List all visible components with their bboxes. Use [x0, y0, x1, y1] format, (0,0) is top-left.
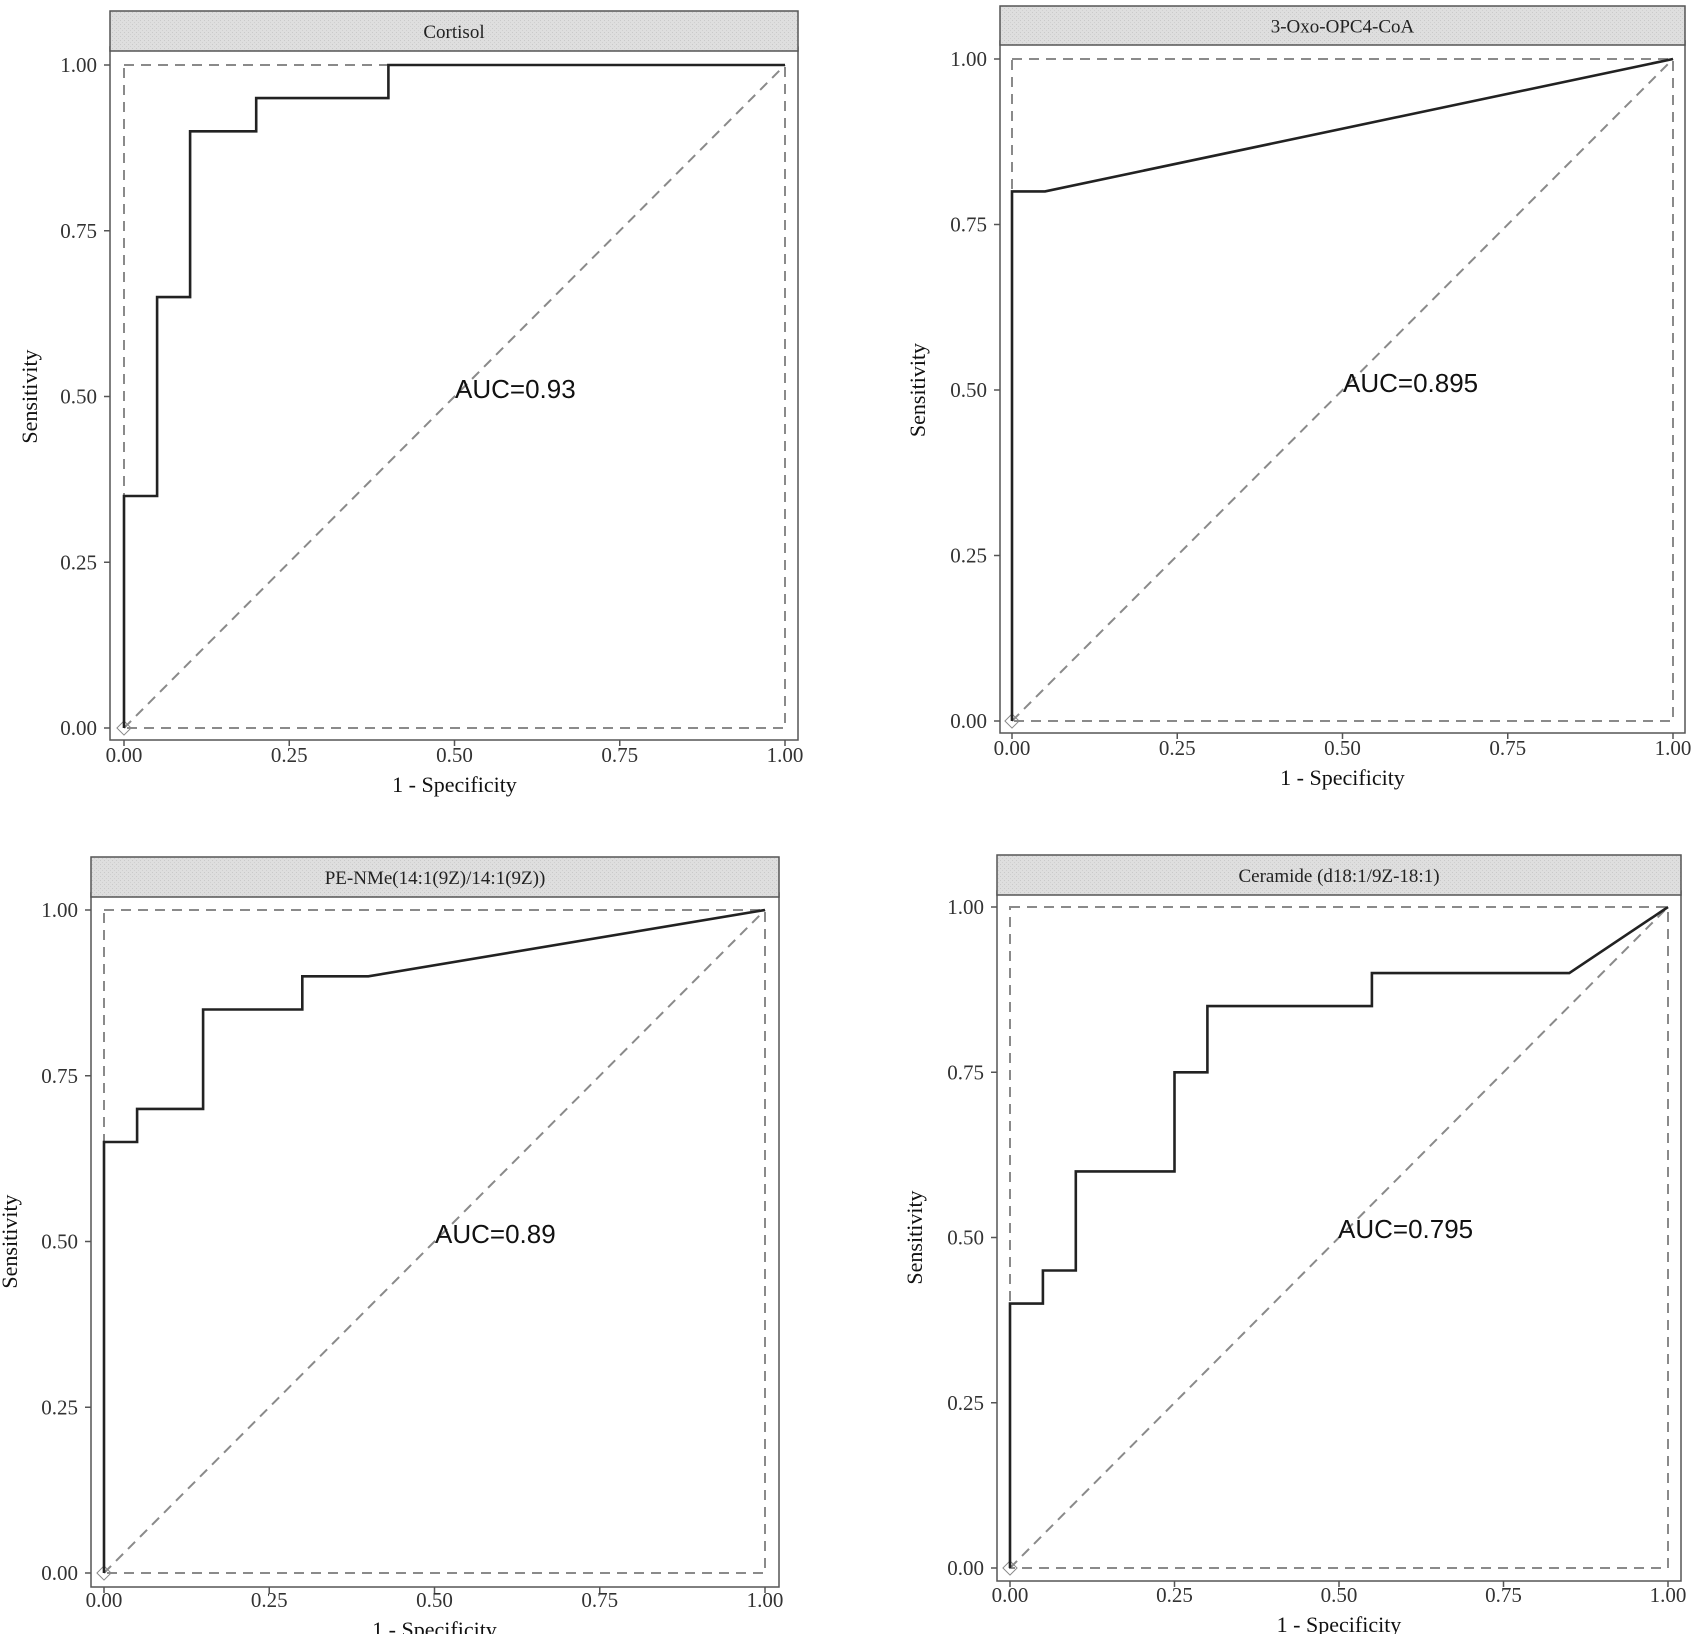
- x-tick-label: 0.50: [436, 743, 473, 767]
- x-tick-label: 0.25: [251, 1588, 288, 1612]
- auc-annotation: AUC=0.93: [455, 374, 576, 404]
- y-tick-label: 0.75: [41, 1064, 78, 1088]
- auc-annotation: AUC=0.795: [1338, 1214, 1473, 1244]
- facet-strip: [90, 856, 780, 898]
- roc-panel-1: Cortisol 0.00 0.25 0.50 0.75 1.00 0.00 0.25 0.50…: [17, 10, 804, 797]
- y-tick-label: 0.25: [60, 550, 97, 574]
- x-tick-label: 0.75: [1489, 736, 1526, 760]
- y-tick-label: 1.00: [41, 898, 78, 922]
- panel-border: [109, 46, 799, 741]
- y-tick-label: 0.00: [60, 716, 97, 740]
- x-tick-label: 0.25: [271, 743, 308, 767]
- x-tick-label: 0.00: [86, 1588, 123, 1612]
- x-tick-label: 1.00: [1655, 736, 1692, 760]
- y-tick-label: 0.50: [947, 1226, 984, 1250]
- y-tick-label: 0.00: [41, 1561, 78, 1585]
- chance-diagonal: [1009, 906, 1669, 1569]
- y-tick-label: 0.25: [947, 1391, 984, 1415]
- facet-title: Cortisol: [423, 22, 484, 43]
- y-tick-label: 0.75: [950, 213, 987, 237]
- y-axis-title: Sensitivity: [902, 1190, 927, 1284]
- auc-annotation: AUC=0.89: [435, 1219, 556, 1249]
- roc-curve: [1010, 57, 1674, 721]
- x-axis-title: 1 - Specificity: [392, 772, 517, 797]
- x-axis-title: 1 - Specificity: [1280, 765, 1405, 790]
- chance-diagonal: [103, 909, 766, 1574]
- origin-marker: [116, 720, 132, 736]
- chance-diagonal: [123, 64, 786, 729]
- roc-curve: [1008, 905, 1669, 1568]
- roc-curve: [122, 63, 785, 728]
- y-tick-label: 0.25: [41, 1395, 78, 1419]
- x-tick-label: 0.50: [1321, 1583, 1358, 1607]
- x-tick-label: 0.00: [106, 743, 143, 767]
- x-tick-label: 0.25: [1159, 736, 1196, 760]
- y-axis-title: Sensitivity: [0, 1194, 22, 1288]
- x-tick-label: 0.75: [1485, 1583, 1522, 1607]
- x-axis-title: 1 - Specificity: [372, 1617, 497, 1634]
- origin-marker: [1002, 1560, 1018, 1576]
- chance-diagonal: [1011, 58, 1674, 722]
- y-tick-label: 0.50: [60, 385, 97, 409]
- origin-marker: [96, 1565, 112, 1581]
- reference-box: [1009, 906, 1669, 1569]
- x-tick-label: 0.00: [994, 736, 1031, 760]
- facet-strip: [109, 10, 799, 52]
- x-tick-label: 0.75: [581, 1588, 618, 1612]
- roc-panel-3: PE-NMe(14:1(9Z)/14:1(9Z)) 0.00 0.25 0.50 0.7…: [0, 856, 784, 1634]
- x-tick-label: 0.50: [416, 1588, 453, 1612]
- y-tick-label: 1.00: [947, 895, 984, 919]
- roc-panel-2: 3-Oxo-OPC4-CoA 0.00 0.25 0.50 0.75 1.00 0.00 0.…: [905, 5, 1692, 790]
- facet-strip: [999, 5, 1686, 46]
- y-tick-label: 0.75: [947, 1060, 984, 1084]
- y-tick-label: 0.50: [41, 1230, 78, 1254]
- y-axis-title: Sensitivity: [17, 349, 42, 443]
- facet-title: Ceramide (d18:1/9Z-18:1): [1238, 866, 1439, 887]
- x-tick-label: 0.75: [601, 743, 638, 767]
- facet-title: 3-Oxo-OPC4-CoA: [1271, 17, 1415, 38]
- x-tick-label: 0.50: [1324, 736, 1361, 760]
- y-axis-title: Sensitivity: [905, 343, 930, 437]
- y-tick-label: 0.00: [947, 1556, 984, 1580]
- facet-title: PE-NMe(14:1(9Z)/14:1(9Z)): [325, 868, 546, 889]
- origin-marker: [1004, 713, 1020, 729]
- x-tick-label: 1.00: [1650, 1583, 1687, 1607]
- y-tick-label: 0.00: [950, 709, 987, 733]
- y-tick-label: 0.25: [950, 544, 987, 568]
- y-tick-label: 0.75: [60, 219, 97, 243]
- y-tick-label: 1.00: [60, 53, 97, 77]
- x-tick-label: 1.00: [747, 1588, 784, 1612]
- y-tick-label: 1.00: [950, 47, 987, 71]
- x-tick-label: 0.25: [1156, 1583, 1193, 1607]
- roc-panel-4: Ceramide (d18:1/9Z-18:1) 0.00 0.25 0.50 0.75…: [902, 854, 1687, 1634]
- x-axis-title: 1 - Specificity: [1277, 1612, 1402, 1634]
- roc-curve: [102, 908, 766, 1573]
- facet-strip: [996, 854, 1682, 896]
- x-tick-label: 1.00: [767, 743, 804, 767]
- x-tick-label: 0.00: [992, 1583, 1029, 1607]
- y-tick-label: 0.50: [950, 378, 987, 402]
- auc-annotation: AUC=0.895: [1343, 368, 1478, 398]
